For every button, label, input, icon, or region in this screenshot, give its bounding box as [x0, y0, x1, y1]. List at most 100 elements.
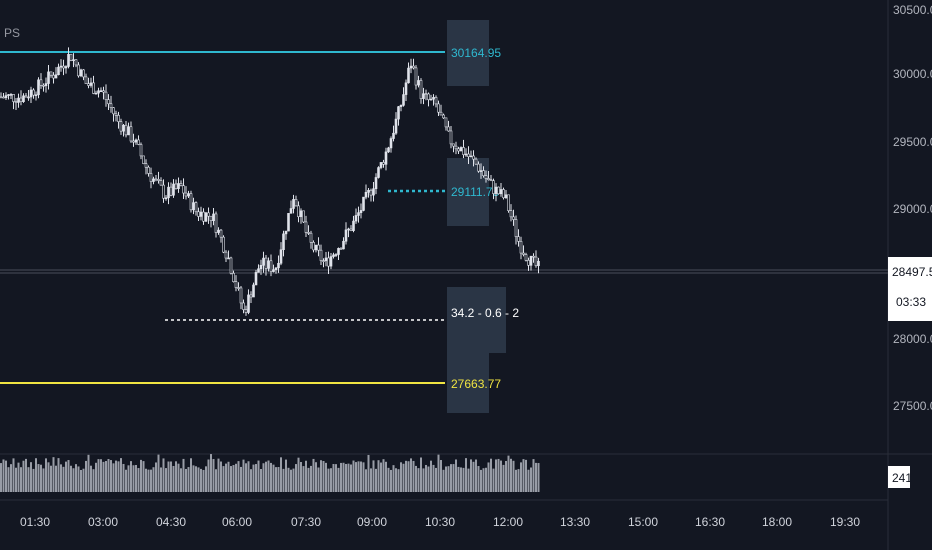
candle-body: [339, 248, 343, 250]
price-tick: 27500.00: [893, 399, 932, 413]
candle-body: [2, 96, 5, 99]
volume-bar: [230, 466, 232, 492]
candle-body: [34, 94, 38, 97]
volume-bar: [97, 459, 100, 492]
volume-bar: [72, 468, 75, 492]
candle-body: [262, 257, 265, 266]
current-price-tag[interactable]: 28497.50 03:33: [888, 257, 932, 321]
upper-level-label: 30164.95: [451, 46, 501, 60]
volume-bar: [90, 465, 92, 492]
volume-bar: [70, 465, 72, 492]
candle-body: [194, 202, 198, 213]
volume-bar: [120, 458, 122, 492]
price-tick: 30000.00: [893, 67, 932, 81]
stats-level[interactable]: 34.2 - 0.6 - 2: [165, 287, 519, 353]
candle-body: [454, 145, 458, 150]
time-tick: 04:30: [156, 515, 186, 529]
volume-bar: [515, 469, 517, 492]
candle-body: [37, 79, 40, 96]
candle-body: [457, 148, 460, 152]
volume-bar: [227, 461, 230, 492]
candle-body: [244, 309, 248, 313]
volume-bar: [7, 467, 10, 492]
volume-bar: [125, 469, 127, 492]
indicator-name[interactable]: PS: [4, 26, 20, 40]
candle-body: [314, 244, 318, 251]
price-tick: 30500.00: [893, 3, 932, 17]
volume-bar: [385, 461, 387, 492]
candle-body: [44, 83, 48, 87]
middle-level-box: [447, 158, 489, 226]
candle-body: [334, 254, 338, 256]
time-tick: 16:30: [695, 515, 725, 529]
volume-bar: [262, 463, 265, 492]
candlestick-series[interactable]: [0, 47, 540, 316]
volume-value-label: 241: [892, 471, 912, 485]
volume-bar: [222, 466, 225, 492]
candle-body: [414, 67, 418, 86]
volume-bar: [532, 459, 535, 492]
volume-bar: [62, 466, 65, 492]
candle-body: [94, 92, 98, 95]
volume-bar: [352, 460, 355, 492]
candle-body: [174, 183, 178, 189]
volume-bar: [102, 461, 105, 492]
volume-bar: [415, 465, 417, 492]
middle-level[interactable]: 29111.75: [388, 158, 500, 226]
volume-bar: [177, 463, 180, 492]
lower-level[interactable]: 27663.77: [0, 349, 501, 413]
candle-body: [187, 193, 190, 197]
volume-bar: [40, 464, 42, 492]
candle-body: [167, 186, 170, 199]
volume-bar: [52, 457, 55, 492]
upper-level[interactable]: 30164.95: [0, 20, 501, 86]
volume-bar: [50, 465, 52, 492]
countdown-label: 03:33: [896, 295, 926, 309]
candle-body: [252, 284, 255, 298]
candle-body: [297, 205, 300, 217]
volume-bar: [485, 467, 487, 492]
candle-body: [59, 65, 63, 68]
candle-body: [212, 213, 215, 222]
candle-body: [492, 180, 495, 194]
candle-body: [379, 162, 383, 168]
candle-body: [74, 59, 78, 66]
candle-body: [299, 210, 303, 217]
candle-body: [259, 264, 263, 270]
volume-bar: [477, 466, 480, 492]
candle-body: [322, 260, 325, 262]
candle-body: [372, 188, 375, 196]
candle-body: [522, 252, 525, 255]
price-axis[interactable]: 30500.00 30000.00 29500.00 29000.00 2800…: [887, 0, 932, 550]
volume-bar: [282, 468, 285, 492]
volume-value-tag: 241: [888, 466, 912, 488]
volume-bar: [87, 454, 90, 492]
time-tick: 10:30: [425, 515, 455, 529]
candle-body: [337, 248, 340, 255]
candle-body: [197, 211, 200, 217]
volume-bar: [287, 467, 290, 492]
volume-bar: [470, 459, 472, 492]
candle-body: [422, 93, 425, 99]
candle-body: [434, 97, 438, 105]
candle-body: [329, 256, 333, 267]
volume-bar: [495, 459, 497, 492]
volume-bar: [80, 469, 82, 492]
volume-bar: [302, 466, 305, 492]
volume-bar: [270, 462, 272, 492]
volume-bar: [267, 460, 270, 492]
time-axis[interactable]: 01:30 03:00 04:30 06:00 07:30 09:00 10:3…: [20, 515, 860, 529]
candle-body: [19, 97, 23, 102]
volume-bar: [147, 469, 150, 492]
candle-body: [77, 64, 80, 77]
candle-body: [97, 90, 100, 94]
volume-bar: [445, 466, 447, 492]
lower-level-label: 27663.77: [451, 377, 501, 391]
candle-body: [394, 118, 398, 134]
candle-body: [127, 126, 130, 136]
candle-body: [357, 212, 360, 216]
volume-bar: [422, 468, 425, 492]
volume-bar: [510, 458, 512, 492]
candle-body: [277, 262, 280, 269]
